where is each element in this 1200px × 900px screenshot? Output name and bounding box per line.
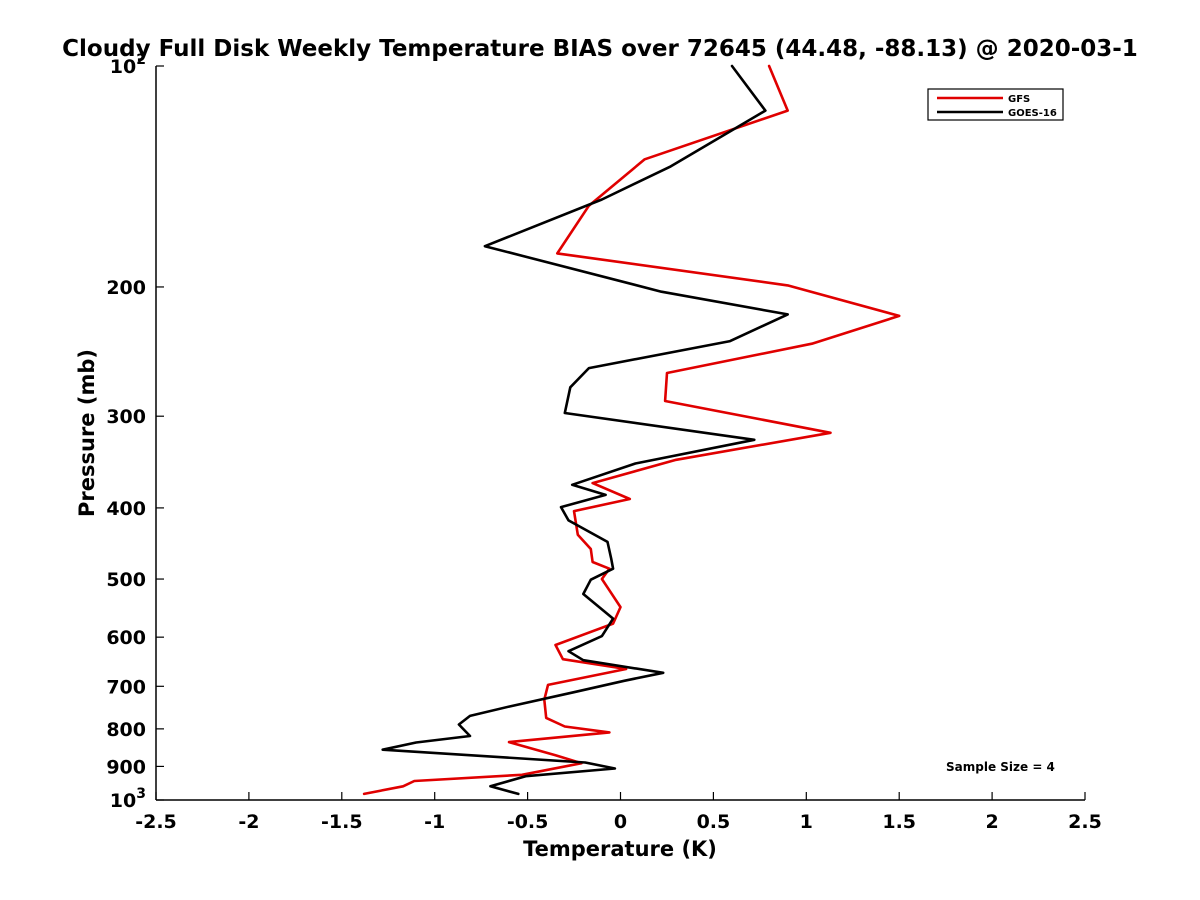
x-tick-label: -2: [238, 811, 259, 833]
x-tick-label: 1.5: [882, 811, 916, 833]
y-tick-label: 200: [106, 277, 146, 299]
x-tick-label: -0.5: [507, 811, 549, 833]
series-line-gfs: [362, 64, 901, 796]
legend-label: GFS: [1008, 94, 1030, 105]
sample-size-annotation: Sample Size = 4: [946, 760, 1055, 774]
y-tick-label: 700: [106, 676, 146, 698]
y-tick-label-exponent: 3: [136, 786, 146, 802]
x-axis-label: Temperature (K): [523, 837, 717, 861]
y-tick-label: 102: [110, 52, 146, 78]
y-tick-label-exponent: 2: [136, 52, 146, 68]
x-tick-label: -1: [424, 811, 445, 833]
x-tick-label: -1.5: [321, 811, 363, 833]
y-tick-label: 800: [106, 719, 146, 741]
x-tick-label: 1: [800, 811, 813, 833]
chart-title: Cloudy Full Disk Weekly Temperature BIAS…: [62, 36, 1138, 62]
x-tick-label: 0: [614, 811, 627, 833]
legend: GFS GOES-16: [927, 88, 1064, 121]
y-tick-label-base: 10: [110, 56, 136, 78]
y-axis-label: Pressure (mb): [75, 349, 99, 517]
legend-label: GOES-16: [1008, 108, 1057, 119]
legend-box: [927, 88, 1064, 121]
x-tick-label: 0.5: [697, 811, 731, 833]
x-tick-label: 2: [985, 811, 998, 833]
y-tick-label: 500: [106, 569, 146, 591]
series-line-goes-16: [381, 64, 790, 796]
x-axis-ticks: -2.5 -2 -1.5 -1 -0.5 0 0.5 1 1.5 2 2.5: [135, 792, 1102, 833]
x-tick-label: -2.5: [135, 811, 177, 833]
series-layer: [362, 64, 901, 796]
y-tick-label: 103: [110, 786, 146, 812]
plot-axes: [155, 66, 1085, 801]
y-tick-label-base: 10: [110, 790, 136, 812]
y-tick-label: 400: [106, 498, 146, 520]
x-tick-label: 2.5: [1068, 811, 1102, 833]
y-tick-label: 600: [106, 627, 146, 649]
y-tick-label: 900: [106, 756, 146, 778]
y-tick-label: 300: [106, 406, 146, 428]
